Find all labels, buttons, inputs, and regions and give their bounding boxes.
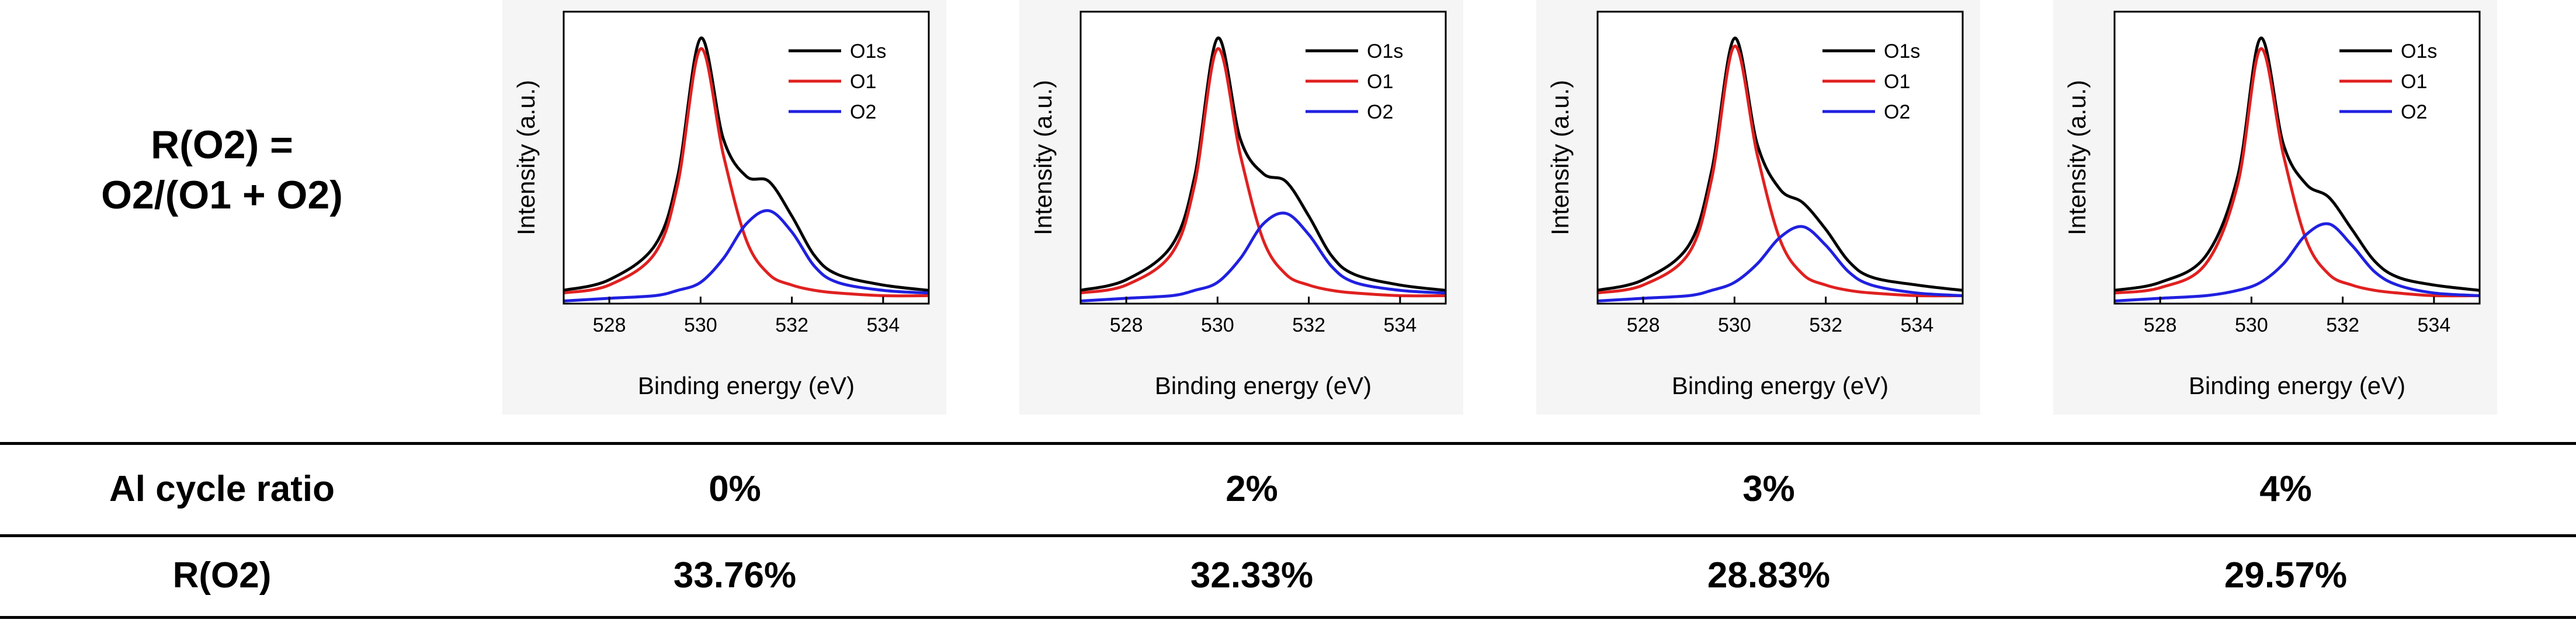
x-tick-label: 532 — [775, 314, 808, 336]
x-tick-label: 532 — [1809, 314, 1842, 336]
legend-label-o1s: O1s — [850, 40, 886, 62]
series-line-o1 — [1597, 44, 1963, 298]
plot-frame — [1079, 11, 1447, 305]
series-line-o1 — [563, 47, 929, 298]
plot-area — [2115, 12, 2480, 304]
table-cell-r-o2-2: 28.83% — [1707, 555, 1831, 596]
series-line-o2 — [563, 209, 929, 302]
xps-chart-3pct: 528 530 532 534 Binding energy (eV) Intensity… — [1536, 0, 1980, 415]
x-tick-label: 530 — [1201, 314, 1234, 336]
series-line-o1 — [1080, 47, 1446, 298]
x-tick-label: 528 — [1110, 314, 1143, 336]
table-row-label-r-o2: R(O2) — [172, 555, 272, 596]
x-axis-title: Binding energy (eV) — [2189, 372, 2405, 399]
x-tick-label: 530 — [1718, 314, 1751, 336]
legend-label-o1: O1 — [2401, 71, 2427, 93]
x-tick-label: 534 — [867, 314, 900, 336]
table-cell-r-o2-1: 32.33% — [1190, 555, 1314, 596]
x-tick-label: 528 — [593, 314, 626, 336]
x-tick-label: 530 — [2235, 314, 2268, 336]
x-axis-title: Binding energy (eV) — [1672, 372, 1888, 399]
y-axis-title: Intensity (a.u.) — [1546, 80, 1574, 235]
series-line-o1s — [1080, 36, 1446, 292]
series-line-o1s — [1597, 36, 1963, 292]
x-tick-label: 532 — [2326, 314, 2359, 336]
xps-chart-svg: 528 530 532 534 Binding energy (eV) Intensity… — [2063, 11, 2481, 399]
table-cell-al-ratio-3: 4% — [2259, 469, 2312, 509]
x-axis-title: Binding energy (eV) — [638, 372, 855, 399]
table-top-rule — [0, 442, 2576, 445]
xps-chart-4pct: 528 530 532 534 Binding energy (eV) Intensity… — [2053, 0, 2497, 415]
series-line-o2 — [1080, 211, 1446, 302]
legend-label-o1s: O1s — [1884, 40, 1920, 62]
table-cell-r-o2-0: 33.76% — [673, 555, 797, 596]
table-cell-al-ratio-0: 0% — [709, 469, 761, 509]
plot-area — [564, 12, 929, 304]
y-axis-title: Intensity (a.u.) — [1029, 80, 1057, 235]
series-line-o2 — [1597, 225, 1963, 302]
legend-label-o2: O2 — [1367, 101, 1393, 123]
table-row-label-al-cycle-ratio: Al cycle ratio — [109, 469, 335, 509]
series-line-o1s — [2114, 36, 2480, 292]
table-cell-al-ratio-2: 3% — [1742, 469, 1795, 509]
y-axis-title: Intensity (a.u.) — [512, 80, 540, 235]
x-tick-label: 534 — [2418, 314, 2451, 336]
legend-label-o2: O2 — [2401, 101, 2427, 123]
xps-chart-svg: 528 530 532 534 Binding energy (eV) Intensity… — [1029, 11, 1447, 399]
legend-label-o2: O2 — [850, 101, 876, 123]
table-middle-rule — [0, 534, 2576, 537]
series-line-o2 — [2114, 222, 2480, 302]
legend-label-o1s: O1s — [1367, 40, 1403, 62]
legend-label-o1: O1 — [850, 71, 876, 93]
y-axis-title: Intensity (a.u.) — [2063, 80, 2091, 235]
xps-chart-2pct: 528 530 532 534 Binding energy (eV) Intensity… — [1019, 0, 1463, 415]
plot-frame — [2113, 11, 2481, 305]
series-line-o1 — [2114, 47, 2480, 298]
table-bottom-rule — [0, 616, 2576, 619]
x-tick-label: 534 — [1384, 314, 1417, 336]
plot-frame — [1596, 11, 1964, 305]
xps-chart-svg: 528 530 532 534 Binding energy (eV) Intensity… — [512, 11, 930, 399]
x-tick-label: 528 — [2144, 314, 2177, 336]
legend-label-o2: O2 — [1884, 101, 1910, 123]
x-tick-label: 534 — [1901, 314, 1934, 336]
formula: R(O2) = O2/(O1 + O2) — [76, 120, 368, 220]
plot-area — [1081, 12, 1446, 304]
plot-frame — [563, 11, 930, 305]
table-cell-r-o2-3: 29.57% — [2224, 555, 2348, 596]
formula-line-1: R(O2) = — [151, 123, 293, 167]
legend-label-o1s: O1s — [2401, 40, 2437, 62]
series-line-o1s — [563, 36, 929, 292]
x-axis-title: Binding energy (eV) — [1155, 372, 1372, 399]
xps-chart-0pct: 528 530 532 534 Binding energy (eV) Intensity… — [502, 0, 946, 415]
x-tick-label: 530 — [684, 314, 717, 336]
formula-line-2: O2/(O1 + O2) — [101, 173, 343, 217]
plot-area — [1598, 12, 1963, 304]
legend-label-o1: O1 — [1367, 71, 1393, 93]
x-tick-label: 528 — [1627, 314, 1660, 336]
x-tick-label: 532 — [1292, 314, 1325, 336]
legend-label-o1: O1 — [1884, 71, 1910, 93]
xps-chart-svg: 528 530 532 534 Binding energy (eV) Intensity… — [1546, 11, 1964, 399]
table-cell-al-ratio-1: 2% — [1225, 469, 1278, 509]
